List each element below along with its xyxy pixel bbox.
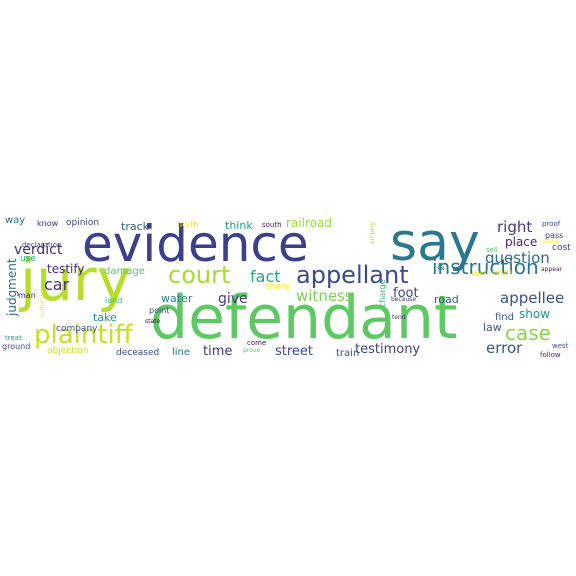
- word-instruction: instruction: [432, 255, 539, 279]
- word-state: state: [145, 318, 161, 325]
- word-prove: prove: [243, 347, 260, 354]
- word-evidence: evidence: [82, 215, 309, 273]
- word-point: point: [149, 306, 169, 315]
- word-sell: sell: [486, 246, 498, 254]
- word-objection: objection: [47, 346, 88, 356]
- word-treat: treat: [5, 334, 22, 342]
- word-judgment: judgment: [5, 258, 19, 317]
- word-train: train: [336, 348, 359, 359]
- word-time: time: [203, 344, 232, 359]
- word-pass: pass: [545, 231, 563, 240]
- word-give: give: [218, 291, 248, 307]
- word-car: car: [44, 275, 70, 294]
- word-foot: foot: [393, 286, 419, 301]
- word-south: south: [262, 221, 282, 229]
- word-run: run: [497, 268, 512, 278]
- word-testify: testify: [47, 262, 85, 276]
- word-defendant: defendant: [150, 283, 457, 353]
- word-jury: jury: [18, 246, 131, 314]
- word-proof: proof: [542, 220, 561, 228]
- word-error: error: [486, 339, 523, 357]
- word-refuse: refuse: [540, 238, 559, 245]
- word-law: law: [483, 321, 502, 334]
- word-appellee: appellee: [500, 289, 564, 307]
- word-plaintiff: plaintiff: [34, 320, 134, 350]
- word-appellant: appellant: [296, 261, 409, 289]
- word--: &: [437, 262, 445, 273]
- word-because: because: [391, 296, 416, 303]
- word-say: say: [390, 213, 480, 273]
- word-west: west: [552, 342, 569, 350]
- word-track: track: [121, 220, 150, 233]
- word-take: take: [93, 311, 117, 324]
- word-way: way: [5, 215, 25, 226]
- word-testimony: testimony: [355, 342, 420, 357]
- word-know: know: [37, 219, 59, 228]
- word-fact: fact: [250, 267, 281, 286]
- word-witness: witness: [296, 287, 353, 305]
- word-there: there: [266, 282, 290, 292]
- word-show: show: [519, 307, 550, 321]
- word-line: line: [172, 347, 190, 358]
- word-verdict: verdict: [14, 242, 63, 258]
- word-appear: appear: [541, 266, 563, 273]
- word-damage: damage: [104, 266, 145, 277]
- word-use: use: [20, 254, 36, 264]
- word-railroad: railroad: [286, 216, 332, 230]
- word-find: find: [495, 312, 514, 323]
- word-cost: cost: [552, 243, 571, 253]
- word-employ: employ: [369, 221, 376, 244]
- word-road: road: [434, 293, 459, 306]
- word-water: water: [161, 292, 193, 305]
- word-authority: authority: [39, 290, 46, 318]
- word-case: case: [505, 321, 551, 345]
- word-question: question: [485, 249, 550, 267]
- word-man: man: [18, 291, 36, 300]
- word-declaration: declaration: [22, 241, 61, 249]
- word-question-v: question: [472, 270, 498, 277]
- word-north: north: [177, 220, 198, 229]
- word-street: street: [275, 344, 313, 359]
- word-follow: follow: [540, 351, 561, 359]
- word-right: right: [497, 218, 532, 236]
- word-land: land: [105, 296, 122, 305]
- word-deceased: deceased: [116, 348, 159, 358]
- word-court: court: [168, 261, 230, 289]
- word-company: company: [56, 324, 98, 334]
- word-charge: charge: [378, 279, 387, 307]
- word-tend: tend: [392, 314, 406, 321]
- word-come: come: [247, 339, 266, 347]
- word-opinion: opinion: [66, 218, 99, 228]
- word-ground: ground: [2, 342, 30, 351]
- word-think: think: [225, 219, 253, 232]
- word-place: place: [505, 235, 537, 249]
